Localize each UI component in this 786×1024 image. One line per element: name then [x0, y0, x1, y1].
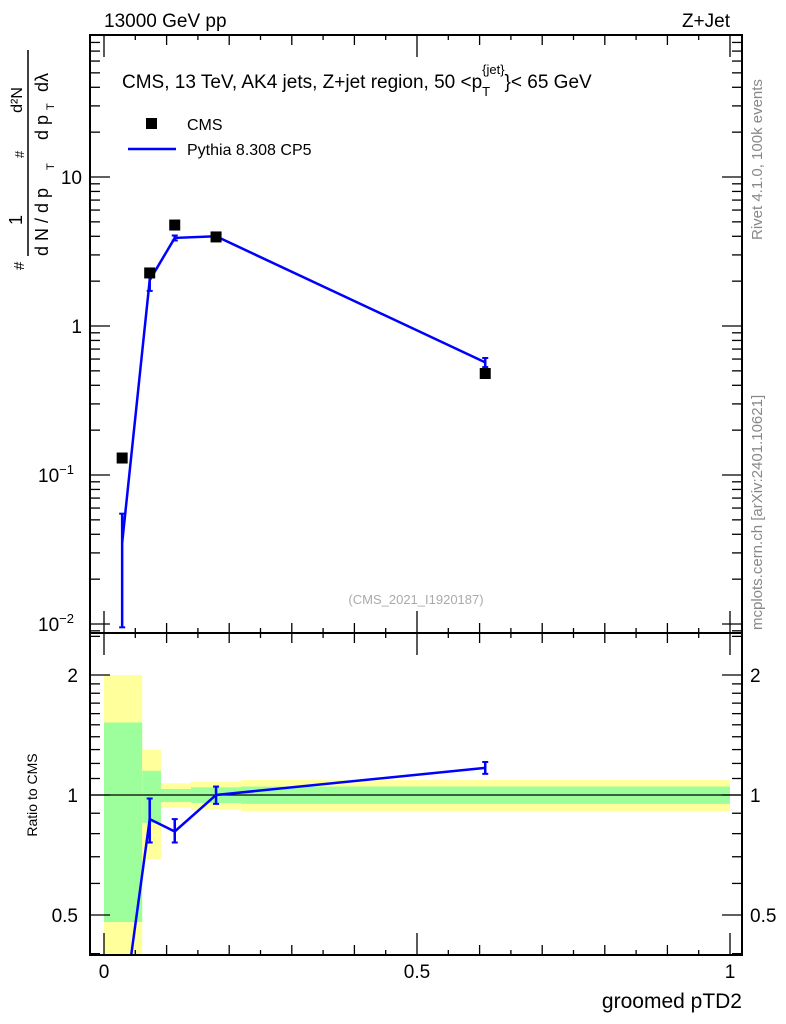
svg-text:#: # — [12, 150, 27, 158]
x-tick-label: 0 — [99, 962, 110, 983]
mc-line — [120, 235, 486, 544]
y-tick-label: 10−1 — [38, 462, 74, 487]
mcplots-label: mcplots.cern.ch [arXiv:2401.10621] — [749, 395, 766, 630]
rivet-label: Rivet 4.1.0, 100k events — [749, 79, 766, 240]
svg-text:d p: d p — [32, 115, 52, 140]
header-right: Z+Jet — [682, 11, 731, 32]
y-tick-label: 10−2 — [38, 611, 74, 636]
ratio-y-tick-label: 1 — [67, 786, 78, 807]
ratio-y-tick-label: 2 — [67, 666, 78, 687]
svg-text:1: 1 — [6, 215, 26, 225]
x-axis-label: groomed pTD2 — [602, 990, 742, 1013]
legend-cms-label: CMS — [187, 117, 223, 134]
ratio-y-tick-label-right: 2 — [750, 666, 761, 687]
analysis-id: (CMS_2021_I1920187) — [348, 592, 483, 607]
header-left: 13000 GeV pp — [104, 11, 227, 32]
y-tick-label: 1 — [71, 317, 82, 338]
legend-mc-label: Pythia 8.308 CP5 — [187, 142, 312, 159]
plot-title: CMS, 13 TeV, AK4 jets, Z+jet region, 50 … — [122, 62, 592, 99]
data-point — [144, 267, 156, 279]
ratio-band-inner — [142, 770, 161, 824]
svg-text:T: T — [45, 103, 57, 110]
legend-cms-marker — [146, 118, 157, 129]
data-point — [116, 452, 128, 464]
svg-text:T: T — [45, 163, 57, 170]
y-axis-label: # 1 d N / d p T # d²N d p T dλ — [6, 50, 57, 270]
ratio-bands — [90, 675, 742, 954]
y-tick-label: 10 — [61, 168, 82, 189]
data-point — [210, 231, 222, 243]
data-point — [479, 367, 491, 379]
data-point — [169, 219, 181, 231]
x-tick-label: 1 — [725, 962, 736, 983]
axis-ticks: 10 1 10−1 10−2 2 2 1 1 0.5 0.5 0 0.5 1 — [38, 35, 776, 983]
ratio-frame — [89, 632, 743, 956]
ratio-y-tick-label-right: 0.5 — [750, 906, 776, 927]
x-tick-label: 0.5 — [404, 962, 430, 983]
ratio-band-inner — [104, 722, 143, 923]
svg-text:dλ: dλ — [32, 73, 52, 92]
ratio-y-tick-label-right: 1 — [750, 786, 761, 807]
svg-text:#: # — [11, 261, 28, 270]
ratio-y-tick-label: 0.5 — [52, 906, 78, 927]
ratio-y-label: Ratio to CMS — [24, 753, 40, 836]
svg-text:d N / d p: d N / d p — [32, 188, 52, 256]
chart-marks — [116, 219, 491, 956]
svg-text:d²N: d²N — [9, 87, 26, 113]
